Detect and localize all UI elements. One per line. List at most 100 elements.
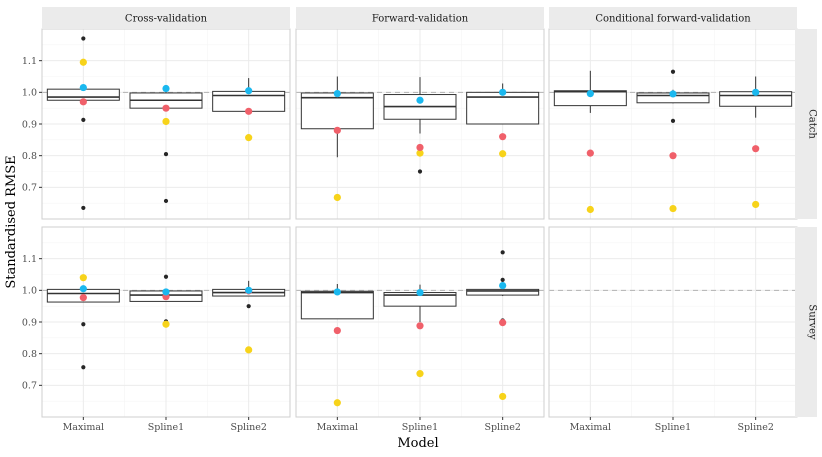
blue-point — [416, 288, 424, 297]
y-tick-label: 0.7 — [22, 183, 37, 194]
panel-conditional-forward-validation-survey — [548, 226, 798, 418]
box-spline2 — [719, 76, 793, 209]
box-spline1 — [383, 284, 457, 378]
blue-point — [586, 90, 594, 98]
x-tick-label: Maximal — [63, 422, 105, 433]
column-strip-bg — [42, 7, 290, 29]
yellow-point — [586, 205, 594, 214]
column-strip: Forward-validation — [296, 7, 544, 29]
red-point — [333, 326, 341, 335]
box-maximal — [553, 70, 627, 214]
y-tick-label: 0.8 — [22, 151, 37, 162]
red-point — [333, 126, 341, 134]
outlier-point — [500, 277, 505, 282]
y-tick-label: 0.9 — [22, 317, 37, 328]
blue-point — [79, 285, 87, 293]
box-spline1 — [129, 84, 203, 204]
outlier-point — [163, 151, 169, 157]
yellow-point — [79, 58, 87, 66]
blue-point — [499, 88, 507, 96]
outlier-point — [81, 36, 86, 41]
blue-point — [499, 281, 507, 290]
y-tick-label: 1.1 — [22, 56, 37, 67]
column-strip: Cross-validation — [42, 7, 290, 29]
x-tick-label: Maximal — [570, 422, 612, 433]
red-point — [162, 104, 170, 112]
column-strip-label: Cross-validation — [125, 14, 208, 25]
red-point — [79, 98, 87, 106]
y-tick-label: 0.8 — [22, 349, 37, 360]
panel-cross-validation-catch — [41, 28, 291, 220]
row-strip: Catch — [795, 29, 818, 219]
blue-point — [416, 96, 424, 104]
red-point — [499, 133, 507, 141]
blue-point — [333, 90, 341, 98]
blue-point — [79, 83, 87, 92]
red-point — [416, 143, 424, 152]
y-tick-label: 1.1 — [22, 254, 37, 265]
axes-layer: 0.7 0.8 0.9 1.0 1.1 0.7 0.8 0.9 1.0 1.1 Maximal Spl… — [22, 56, 774, 433]
yellow-point — [79, 274, 87, 282]
box-maximal — [46, 36, 120, 211]
box-maximal — [300, 76, 374, 202]
yellow-point — [669, 204, 677, 213]
column-strip-bg — [296, 7, 544, 29]
x-tick-label: Maximal — [317, 422, 359, 433]
yellow-point — [416, 149, 424, 157]
red-point — [586, 149, 594, 157]
panel-cross-validation-survey — [41, 226, 291, 418]
red-point — [499, 319, 507, 327]
box-body — [466, 288, 540, 296]
row-strip: Survey — [795, 227, 818, 417]
yellow-point — [245, 134, 253, 142]
y-axis-title: Standardised RMSE — [4, 155, 19, 288]
red-point — [245, 107, 253, 115]
box-body — [300, 92, 374, 130]
red-point — [416, 322, 424, 330]
box-spline1 — [129, 274, 203, 328]
yellow-point — [499, 392, 507, 401]
yellow-point — [333, 193, 341, 202]
x-tick-label: Spline1 — [655, 422, 691, 433]
y-tick-label: 0.7 — [22, 381, 37, 392]
column-strip-bg — [549, 7, 797, 29]
outlier-point — [417, 169, 423, 174]
panels-layer — [41, 28, 798, 418]
row-strip-label: Survey — [807, 304, 818, 340]
x-tick-label: Spline1 — [148, 422, 184, 433]
y-tick-label: 1.0 — [22, 286, 37, 297]
red-point — [669, 152, 677, 160]
row-strip-label: Catch — [807, 109, 818, 139]
x-tick-label: Spline1 — [402, 422, 438, 433]
box-spline2 — [212, 78, 286, 142]
outlier-point — [81, 117, 86, 122]
strips-layer: Cross-validation Forward-validation Condit… — [42, 7, 818, 417]
panel-conditional-forward-validation-catch — [548, 28, 798, 220]
blue-point — [162, 84, 170, 93]
box-spline1 — [636, 69, 710, 213]
blue-point — [162, 288, 170, 296]
outlier-point — [163, 274, 169, 279]
box-spline2 — [466, 250, 540, 401]
yellow-point — [245, 346, 253, 354]
outlier-point — [81, 205, 86, 211]
yellow-point — [333, 399, 341, 407]
x-tick-label: Spline2 — [737, 422, 773, 433]
x-tick-label: Spline2 — [484, 422, 520, 433]
yellow-point — [162, 117, 170, 126]
box-body — [300, 290, 374, 320]
blue-point — [669, 90, 677, 98]
outlier-point — [163, 198, 169, 204]
y-tick-label: 0.9 — [22, 119, 37, 130]
blue-point — [333, 288, 341, 296]
y-tick-label: 1.0 — [22, 88, 37, 99]
yellow-point — [162, 320, 170, 328]
column-strip-label: Conditional forward-validation — [595, 14, 751, 25]
row-strip-bg — [795, 227, 817, 417]
column-strip: Conditional forward-validation — [549, 7, 797, 29]
row-strip-bg — [795, 29, 817, 219]
x-tick-label: Spline2 — [230, 422, 266, 433]
outlier-point — [246, 304, 251, 309]
red-point — [752, 145, 760, 153]
